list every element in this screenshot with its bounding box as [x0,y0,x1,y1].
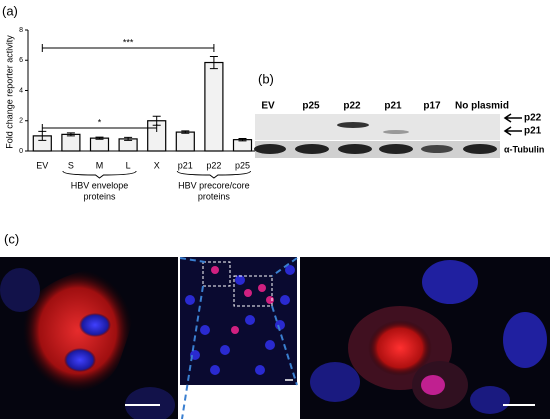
y-axis-label: Fold change reporter activity [4,35,14,149]
western-blot [254,113,522,158]
micrograph [300,257,550,419]
bar [204,61,224,152]
lane-label: No plasmid [455,101,509,112]
y-tick-label: 4 [19,87,23,94]
lane-label: EV [261,101,275,112]
blot-strip [255,114,500,140]
x-tick-label: X [154,160,160,170]
lane-label: p17 [423,101,441,112]
error-bar [238,137,247,142]
group-label: proteins [198,191,231,201]
significance-line [41,44,215,52]
y-tick-label: 6 [19,57,23,64]
bar [175,131,195,152]
y-tick-label: 0 [19,148,23,155]
micrograph [0,257,178,419]
error-bar [124,136,133,141]
lane-label: p25 [302,101,320,112]
lane-label: p22 [343,101,361,112]
panel-label: (c) [4,231,19,246]
error-bar [209,55,218,70]
x-tick-label: S [68,160,74,170]
x-tick-label: L [126,160,131,170]
x-tick-label: EV [36,160,48,170]
panel-label: (a) [2,3,18,18]
group-label: HBV precore/core [178,180,250,190]
significance-label: * [98,117,102,127]
x-tick-label: M [96,160,104,170]
group-bracket [176,170,251,179]
lane-label: p21 [384,101,402,112]
band-label: p21 [524,126,542,137]
band-label: p22 [524,113,542,124]
blot-band [295,144,329,154]
significance-line [41,124,158,132]
loading-label: α-Tubulin [504,144,544,154]
group-bracket [62,170,137,179]
blot-band [463,144,497,154]
y-tick-label: 2 [19,118,23,125]
group-label: HBV envelope [71,180,129,190]
error-bar [95,136,104,140]
y-tick-label: 8 [19,27,23,34]
blot-band [337,122,369,128]
bar [89,137,110,152]
panel-label: (b) [258,71,274,86]
bar [61,133,81,152]
blot-band [254,144,286,154]
blot-band [421,145,453,153]
x-tick-label: p25 [235,160,250,170]
x-tick-label: p22 [206,160,221,170]
x-tick-label: p21 [178,160,193,170]
blot-band [379,144,413,154]
error-bar [181,130,190,134]
blot-band [338,144,372,154]
blot-band [383,130,409,134]
group-label: proteins [83,191,116,201]
significance-label: *** [123,37,134,47]
error-bar [66,132,75,137]
zoom-line [179,257,298,419]
band-arrow [503,113,522,136]
